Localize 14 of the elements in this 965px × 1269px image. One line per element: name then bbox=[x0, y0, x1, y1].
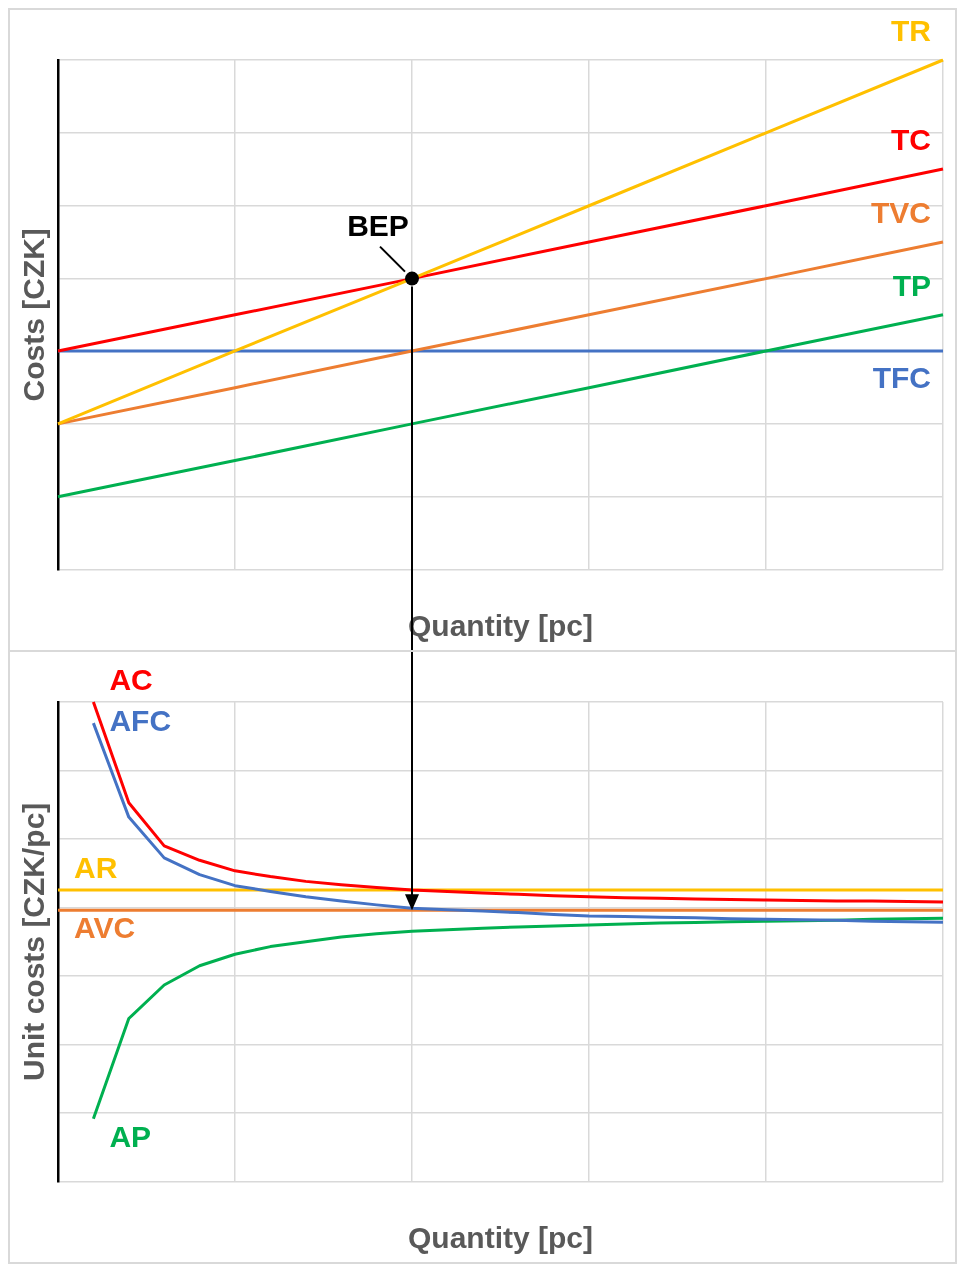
annotation: BEP bbox=[347, 208, 409, 242]
series-label: AC bbox=[109, 663, 153, 697]
series-label: TP bbox=[892, 269, 931, 303]
series-label: TR bbox=[891, 14, 932, 48]
y-axis-title: Costs [CZK] bbox=[17, 228, 51, 402]
series-label: AP bbox=[109, 1120, 152, 1154]
x-axis-title: Quantity [pc] bbox=[408, 1221, 593, 1255]
series-label: TC bbox=[891, 123, 931, 157]
series-label: TVC bbox=[871, 196, 931, 230]
series-label: AR bbox=[74, 851, 118, 885]
y-axis-title: Unit costs [CZK/pc] bbox=[17, 802, 51, 1081]
series-label: AVC bbox=[74, 911, 136, 945]
series-label: AFC bbox=[109, 704, 172, 738]
series-label: TFC bbox=[872, 361, 931, 395]
